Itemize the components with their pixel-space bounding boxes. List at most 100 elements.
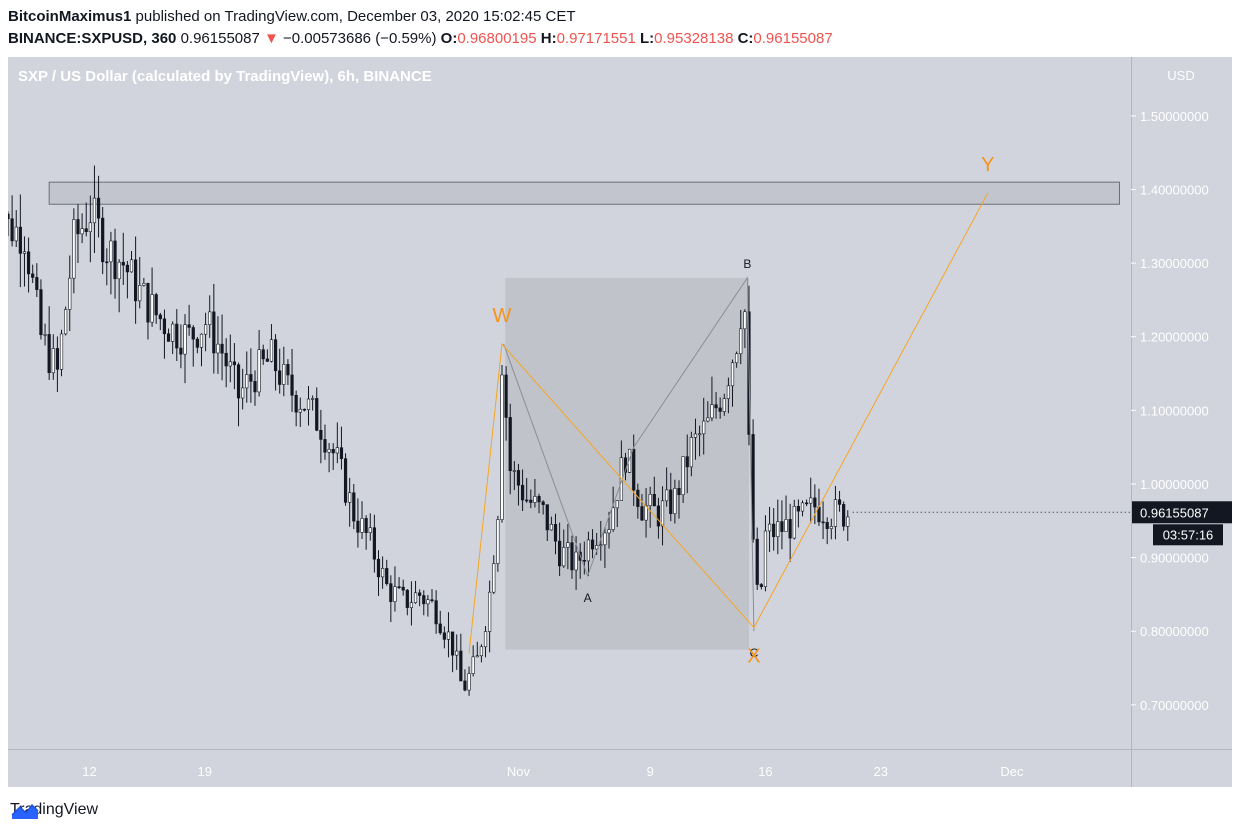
candle-body [117, 261, 121, 280]
x-tick-label: 9 [647, 764, 654, 779]
candle-body [475, 655, 479, 658]
candle-body [121, 261, 125, 266]
wxy-wave-line [468, 192, 989, 654]
candle-body [290, 374, 294, 396]
candle-body [669, 489, 673, 514]
candle-body [282, 364, 286, 385]
candle-body [343, 458, 348, 503]
candle-body [352, 492, 356, 522]
candle-body [125, 264, 129, 273]
candle-body [76, 219, 80, 235]
candle-body [278, 370, 282, 385]
candle-body [401, 586, 405, 591]
candle-body [813, 497, 817, 508]
candle-body [541, 501, 545, 505]
candle-body [348, 492, 352, 503]
candle-body [776, 521, 780, 537]
author-name[interactable]: BitcoinMaximus1 [8, 8, 132, 25]
candle-body [88, 222, 92, 233]
candle-body [846, 516, 850, 527]
candle-body [208, 311, 212, 325]
candle-body [179, 347, 183, 355]
candle-body [825, 522, 829, 529]
candle-body [166, 333, 171, 342]
candle-body [628, 448, 632, 473]
candle-body [228, 361, 232, 367]
candle-body [72, 219, 76, 279]
candle-body [68, 277, 72, 310]
last-price-value: 0.96155087 [1140, 505, 1209, 520]
wave-label-a: A [584, 591, 592, 605]
countdown-value: 03:57:16 [1163, 527, 1214, 542]
candle-body [327, 449, 331, 453]
candle-body [603, 532, 607, 546]
candle-body [792, 505, 796, 539]
candle-body [175, 323, 179, 349]
y-tick-label: 1.00000000 [1140, 477, 1209, 492]
y-tick-label: 1.50000000 [1140, 109, 1209, 124]
candle-body [183, 324, 187, 355]
candle-body [611, 507, 615, 530]
candle-body [191, 327, 195, 340]
candle-body [463, 680, 467, 691]
y-tick-label: 0.90000000 [1140, 551, 1209, 566]
candle-body [467, 673, 471, 691]
candle-body [438, 623, 442, 634]
low-value: 0.95328138 [654, 30, 734, 47]
candle-body [360, 518, 364, 533]
candle-body [660, 500, 665, 527]
candle-body [405, 589, 409, 608]
candle-body [739, 328, 743, 355]
candle-body [693, 433, 698, 438]
candle-body [224, 352, 228, 367]
candle-body [195, 338, 199, 348]
candle-body [520, 484, 525, 501]
chart-area[interactable]: SXP / US Dollar (calculated by TradingVi… [8, 57, 1232, 787]
candle-body [549, 524, 553, 531]
candle-body [162, 318, 167, 335]
candle-body [706, 417, 710, 422]
candle-body [759, 584, 763, 587]
candle-body [590, 539, 595, 550]
candle-body [35, 277, 39, 290]
candle-body [418, 592, 422, 596]
candle-body [302, 408, 306, 411]
candle-body [55, 348, 59, 370]
candle-body [8, 213, 10, 220]
candle-body [553, 524, 558, 542]
publish-info: published on TradingView.com, December 0… [131, 8, 576, 25]
candle-body [150, 294, 154, 323]
candle-body [249, 374, 253, 382]
candle-body [142, 283, 146, 286]
x-tick-label: Nov [507, 764, 531, 779]
price-chart[interactable]: SXP / US Dollar (calculated by TradingVi… [8, 57, 1232, 787]
candle-body [171, 323, 175, 342]
candle-body [113, 240, 117, 280]
ohlc-line: BINANCE:SXPUSD, 360 0.96155087 ▼ −0.0057… [8, 28, 833, 50]
candle-body [586, 539, 591, 562]
candle-body [479, 646, 484, 657]
wave-label-w: W [493, 305, 512, 327]
abc-wave-line [503, 276, 755, 632]
candle-body [257, 349, 261, 393]
candle-body [315, 398, 319, 431]
candle-body [784, 519, 788, 532]
candle-body [409, 602, 414, 608]
footer: TradingView [10, 801, 98, 819]
candle-body [788, 519, 792, 539]
candle-body [134, 259, 138, 302]
candle-body [681, 456, 685, 496]
candle-body [413, 592, 418, 603]
candle-body [751, 434, 755, 540]
wave-label-c: C [750, 646, 759, 660]
candle-body [632, 448, 636, 491]
candle-body [138, 285, 142, 302]
candle-body [385, 568, 389, 584]
candle-body [767, 523, 772, 532]
candle-body [673, 488, 677, 514]
candle-body [372, 527, 376, 560]
candle-body [533, 496, 537, 503]
candle-body [129, 259, 134, 273]
currency-label: USD [1167, 68, 1194, 83]
plot-background[interactable] [8, 57, 1131, 749]
